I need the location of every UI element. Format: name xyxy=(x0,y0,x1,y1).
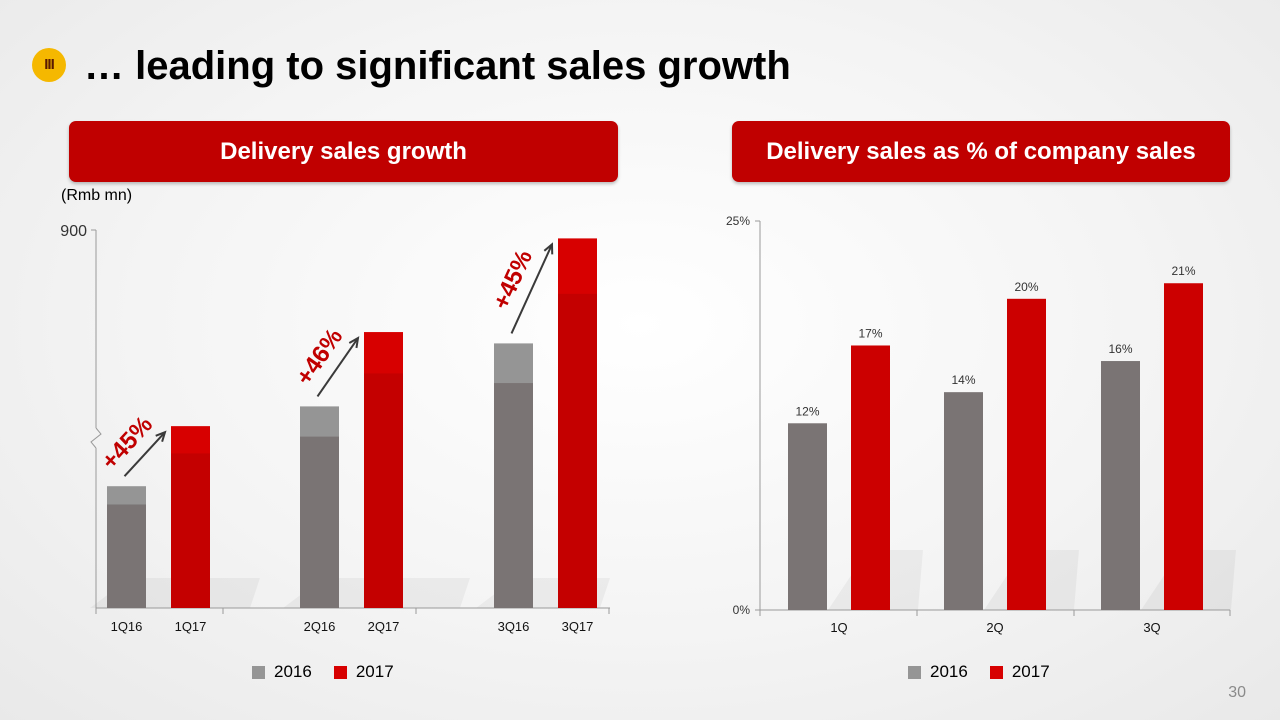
x-tick-label: 1Q16 xyxy=(111,619,143,634)
legend-item-2017: 2017 xyxy=(989,662,1050,682)
x-tick-label: 3Q xyxy=(1143,620,1160,635)
growth-label: +45% xyxy=(488,246,538,314)
bar-2017-2Q xyxy=(1007,298,1046,610)
bar-lower-1Q16 xyxy=(107,504,146,608)
data-label: 12% xyxy=(795,404,819,418)
bar-lower-3Q16 xyxy=(494,383,533,608)
bar-lower-1Q17 xyxy=(171,453,210,608)
x-tick-label: 2Q16 xyxy=(304,619,336,634)
right-panel-header: Delivery sales as % of company sales xyxy=(732,121,1230,182)
data-label: 14% xyxy=(951,373,975,387)
growth-arrow xyxy=(123,431,166,477)
unit-label: (Rmb mn) xyxy=(61,187,133,204)
bar-2017-1Q xyxy=(851,345,890,610)
growth-arrowhead xyxy=(155,430,167,443)
legend-item-2016: 2016 xyxy=(908,662,968,682)
bar-2017-3Q xyxy=(1164,283,1203,610)
left-legend: 2016 2017 xyxy=(252,662,394,682)
legend-label: 2017 xyxy=(1011,662,1050,681)
legend-swatch-2016 xyxy=(908,665,921,679)
y-tick-label: 25% xyxy=(726,214,750,228)
slide-title: … leading to significant sales growth xyxy=(84,44,791,88)
growth-arrow xyxy=(510,243,553,334)
bar-lower-2Q16 xyxy=(300,436,339,608)
page-number: 30 xyxy=(1228,684,1246,701)
growth-label: +45% xyxy=(96,411,158,475)
data-label: 17% xyxy=(858,326,882,340)
axis-break-mark xyxy=(90,427,102,449)
growth-arrowhead xyxy=(543,242,554,255)
x-tick-label: 2Q xyxy=(986,620,1003,635)
x-tick-label: 3Q17 xyxy=(562,619,594,634)
growth-arrowhead xyxy=(348,336,360,349)
x-tick-label: 1Q xyxy=(830,620,847,635)
legend-item-2016: 2016 xyxy=(252,662,312,682)
legend-label: 2017 xyxy=(355,662,394,681)
legend-swatch-2016 xyxy=(252,665,265,679)
legend-label: 2016 xyxy=(274,662,312,681)
left-panel-header: Delivery sales growth xyxy=(69,121,618,182)
growth-label: +46% xyxy=(291,324,349,390)
right-legend: 2016 2017 xyxy=(908,662,1050,682)
data-label: 21% xyxy=(1171,264,1195,278)
legend-item-2017: 2017 xyxy=(333,662,394,682)
bar-lower-2Q17 xyxy=(364,373,403,608)
legend-swatch-2017 xyxy=(333,665,347,679)
y-tick-label: 900 xyxy=(60,223,87,240)
growth-arrow xyxy=(316,337,359,397)
section-badge: III xyxy=(32,48,66,82)
x-tick-label: 1Q17 xyxy=(175,619,207,634)
legend-label: 2016 xyxy=(930,662,968,681)
bar-lower-3Q17 xyxy=(558,293,597,608)
bar-2016-2Q xyxy=(944,392,983,610)
x-tick-label: 2Q17 xyxy=(368,619,400,634)
data-label: 20% xyxy=(1014,280,1038,294)
bar-2016-1Q xyxy=(788,423,827,610)
y-tick-label: 0% xyxy=(733,603,751,617)
x-tick-label: 3Q16 xyxy=(498,619,530,634)
data-label: 16% xyxy=(1108,342,1132,356)
bar-2016-3Q xyxy=(1101,361,1140,610)
delivery-share-chart: 0% 25% 12% 17% 1Q 14% 20% 2Q 16% 21% 3Q xyxy=(726,214,1236,635)
legend-swatch-2017 xyxy=(989,665,1003,679)
delivery-sales-growth-chart: 900 1Q16 1Q17 2Q16 2Q17 3Q16 3Q17 +45% +46% +45% xyxy=(60,223,610,634)
